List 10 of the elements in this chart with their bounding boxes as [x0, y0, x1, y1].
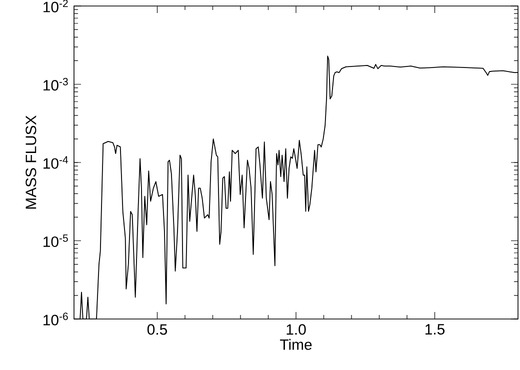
x-tick-label: 1.5 [426, 324, 445, 335]
x-tick-label: 1.0 [286, 324, 306, 335]
y-tick-label: 10$^{-6}$ [44, 312, 68, 326]
y-tick-label: 10$^{-4}$ [44, 156, 68, 169]
y-axis-title: MASS FLUSX [26, 115, 36, 209]
x-tick-label: 0.5 [147, 324, 168, 335]
y-tick-label: 10$^{-5}$ [44, 234, 68, 248]
y-tick-label: 10$^{-3}$ [44, 78, 68, 91]
x-axis-title: Time [280, 338, 312, 350]
y-tick-label: 10$^{-2}$ [44, 0, 68, 12]
